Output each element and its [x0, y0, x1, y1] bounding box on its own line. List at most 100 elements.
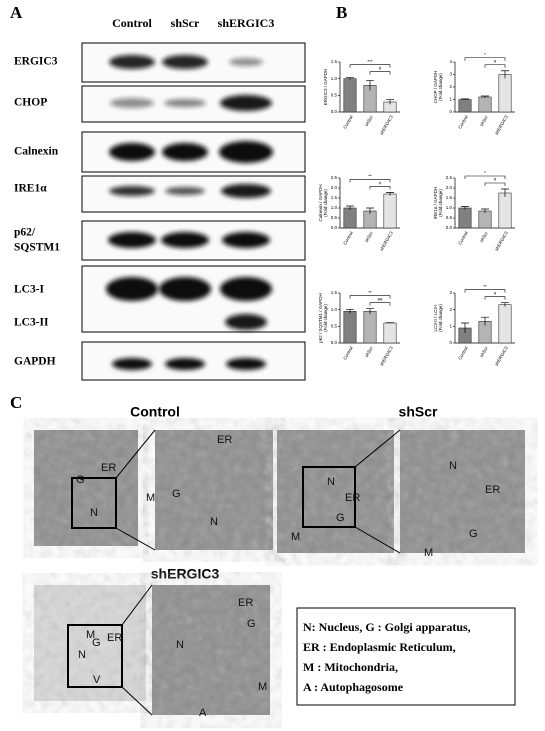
- bar: [478, 96, 492, 113]
- zoom-line: [115, 429, 156, 479]
- blot-band: [221, 184, 271, 198]
- sig-bracket: [484, 64, 506, 68]
- group-title: shScr: [399, 404, 438, 420]
- legend-line: ER : Endoplasmic Reticulum,: [303, 640, 456, 654]
- sig-bracket: [369, 71, 391, 75]
- error-bar: [366, 79, 374, 91]
- y-tick-label: 0.0: [331, 340, 338, 345]
- y-tick-label: 1: [449, 97, 452, 102]
- y-tick-label: 2: [449, 307, 452, 312]
- x-tick-label: shScr: [364, 230, 374, 243]
- error-bar: [501, 188, 509, 197]
- em-label: A: [199, 707, 207, 719]
- x-tick-label: shScr: [479, 230, 489, 243]
- em-label: G: [172, 488, 181, 500]
- y-tick-label: 0.5: [446, 215, 453, 220]
- sig-bracket: [484, 296, 506, 300]
- em-label: ER: [238, 597, 253, 609]
- y-tick-label: 2.5: [331, 175, 338, 180]
- y-axis-label: IRE1α / GAPDH: [433, 187, 438, 219]
- sig-label: #: [494, 177, 497, 182]
- em-texture: [400, 430, 525, 553]
- legend-line: A : Autophagosome: [303, 680, 404, 694]
- row-label: LC3-II: [14, 317, 49, 329]
- zoom-line: [354, 429, 401, 468]
- bar: [363, 311, 377, 344]
- bar: [498, 74, 512, 113]
- y-tick-label: 0: [449, 109, 452, 114]
- zoom-line: [121, 584, 153, 626]
- blot-band: [162, 55, 208, 69]
- em-label: G: [469, 528, 478, 540]
- em-label: M: [424, 547, 433, 559]
- y-axis-label: LC3-II / LC3-I: [433, 304, 438, 331]
- error-bar: [346, 308, 354, 314]
- y-axis-label: (Fold change): [323, 189, 328, 217]
- em-texture: [155, 430, 273, 550]
- x-tick-label: shERGIC3: [494, 114, 509, 136]
- bar: [383, 193, 397, 229]
- zoom-box: [71, 477, 117, 529]
- y-axis-label: (Fold change): [438, 304, 443, 332]
- bar: [343, 311, 357, 344]
- x-tick-label: Control: [342, 346, 354, 361]
- em-label: N: [176, 639, 184, 651]
- em-label: G: [247, 618, 256, 630]
- sig-label: #: [379, 66, 382, 71]
- x-tick-label: shERGIC3: [494, 345, 509, 367]
- bar: [458, 207, 472, 229]
- bar: [343, 207, 357, 229]
- sig-label: ##: [377, 297, 383, 302]
- group-title: shERGIC3: [151, 566, 220, 582]
- y-tick-label: 1.5: [331, 59, 338, 64]
- em-panel: ControlERGMNERGNshScrNERGMNERGMshERGIC3M…: [34, 404, 525, 719]
- y-tick-label: 1.5: [331, 195, 338, 200]
- y-tick-label: 1.0: [331, 205, 338, 210]
- row-label: GAPDH: [14, 356, 56, 368]
- em-label: N: [90, 507, 98, 519]
- row-label: SQSTM1: [14, 242, 60, 254]
- blot-band: [219, 141, 273, 163]
- sig-label: #: [494, 59, 497, 64]
- bar: [498, 304, 512, 344]
- blot-band: [109, 55, 155, 69]
- row-label: p62/: [14, 227, 36, 239]
- blot-band: [222, 232, 270, 248]
- lane-label: Control: [112, 16, 152, 30]
- sig-bracket: [369, 186, 391, 190]
- zoom-line: [121, 686, 153, 716]
- y-tick-label: 1.0: [331, 76, 338, 81]
- error-bar: [366, 207, 374, 214]
- y-tick-label: 0.0: [446, 225, 453, 230]
- sig-bracket: [349, 295, 391, 299]
- x-tick-label: Control: [342, 231, 354, 246]
- blot-band: [225, 314, 267, 330]
- em-label: M: [291, 531, 300, 543]
- sig-bracket: [464, 175, 506, 179]
- sig-bracket: [464, 289, 506, 293]
- error-bar: [481, 316, 489, 326]
- y-tick-label: 1.0: [446, 205, 453, 210]
- y-axis-label: (Fold change): [438, 189, 443, 217]
- error-bar: [501, 302, 509, 307]
- x-tick-label: shScr: [479, 114, 489, 127]
- blot-band: [112, 358, 152, 370]
- error-bar: [501, 70, 509, 79]
- sig-label: #: [494, 291, 497, 296]
- blot-band: [220, 95, 272, 111]
- y-tick-label: 2.5: [446, 175, 453, 180]
- sig-label: *: [484, 170, 486, 175]
- em-label: V: [93, 674, 101, 686]
- x-tick-label: shERGIC3: [494, 230, 509, 252]
- error-bar: [461, 98, 469, 101]
- y-axis-label: Calnexin / GAPDH: [318, 184, 323, 221]
- sig-bracket: [484, 182, 506, 186]
- blot-band: [164, 99, 206, 107]
- lane-label: shScr: [171, 16, 200, 30]
- x-tick-label: Control: [457, 346, 469, 361]
- y-tick-label: 1.5: [446, 195, 453, 200]
- sig-bracket: [349, 64, 391, 68]
- zoom-line: [115, 527, 156, 551]
